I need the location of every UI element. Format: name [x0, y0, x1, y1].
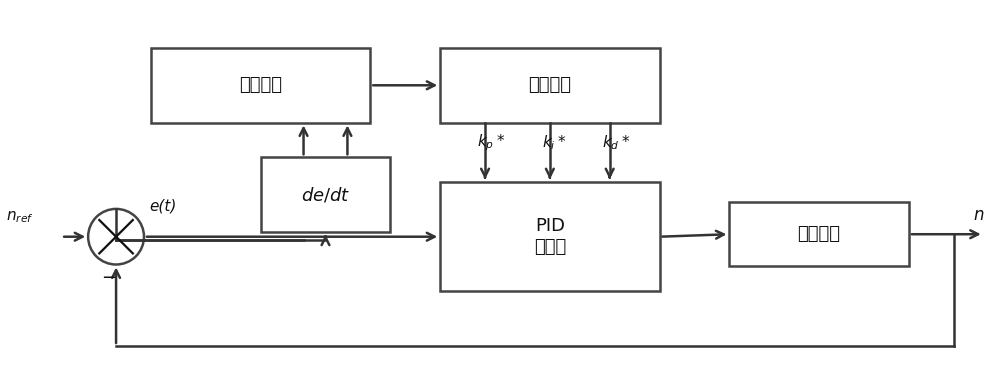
Text: $de/dt$: $de/dt$: [301, 185, 350, 204]
Bar: [440, 48, 660, 123]
Text: 控制系统: 控制系统: [798, 225, 841, 243]
Bar: [261, 157, 390, 232]
Text: $k_p*$: $k_p*$: [477, 132, 505, 152]
Bar: [151, 48, 370, 123]
Circle shape: [88, 209, 144, 265]
Text: 参数修正: 参数修正: [528, 76, 571, 94]
Text: PID
控制器: PID 控制器: [534, 217, 566, 256]
Text: −: −: [102, 269, 117, 287]
Text: $k_i*$: $k_i*$: [542, 133, 566, 152]
Bar: [440, 182, 660, 291]
Text: $n_{ref}$: $n_{ref}$: [6, 209, 34, 225]
Text: e(t): e(t): [149, 199, 176, 214]
Bar: [729, 202, 909, 267]
Text: 模糊推理: 模糊推理: [239, 76, 282, 94]
Text: $k_d*$: $k_d*$: [602, 133, 630, 152]
Text: n: n: [974, 206, 984, 224]
